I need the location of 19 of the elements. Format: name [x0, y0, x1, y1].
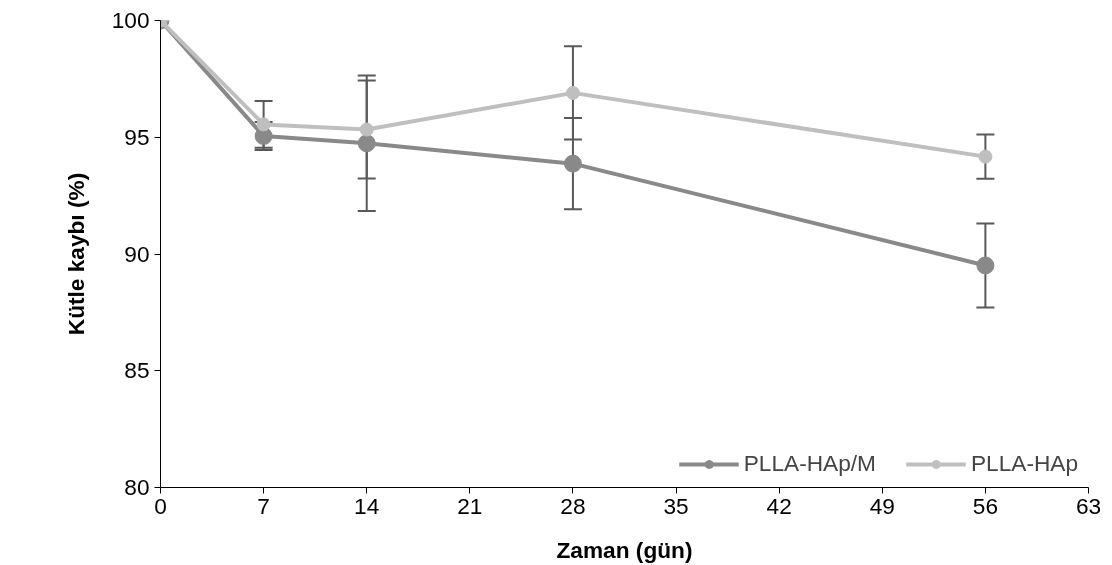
x-tick-label: 63: [1075, 492, 1102, 519]
legend-label: PLLA-HAp/M: [743, 450, 876, 477]
y-tick-label: 85: [124, 357, 150, 384]
x-tick-label: 35: [663, 492, 689, 519]
x-tick-label: 0: [154, 492, 167, 519]
y-tick-label: 80: [124, 474, 150, 500]
legend-label: PLLA-HAp: [970, 450, 1078, 477]
y-tick-label: 90: [124, 240, 150, 267]
x-tick-label: 49: [869, 492, 895, 519]
x-tick-label: 56: [972, 492, 998, 519]
x-axis-title: Zaman (gün): [556, 536, 693, 563]
y-axis-title: Kütle kaybı (%): [62, 172, 89, 336]
x-tick-label: 28: [560, 492, 586, 519]
x-tick-label: 42: [766, 492, 792, 519]
x-tick-label: 21: [457, 492, 483, 519]
x-tick-label: 14: [354, 492, 380, 519]
y-tick-label: 95: [124, 123, 150, 150]
x-tick-label: 7: [257, 492, 270, 519]
y-tick-label: 100: [111, 7, 150, 33]
